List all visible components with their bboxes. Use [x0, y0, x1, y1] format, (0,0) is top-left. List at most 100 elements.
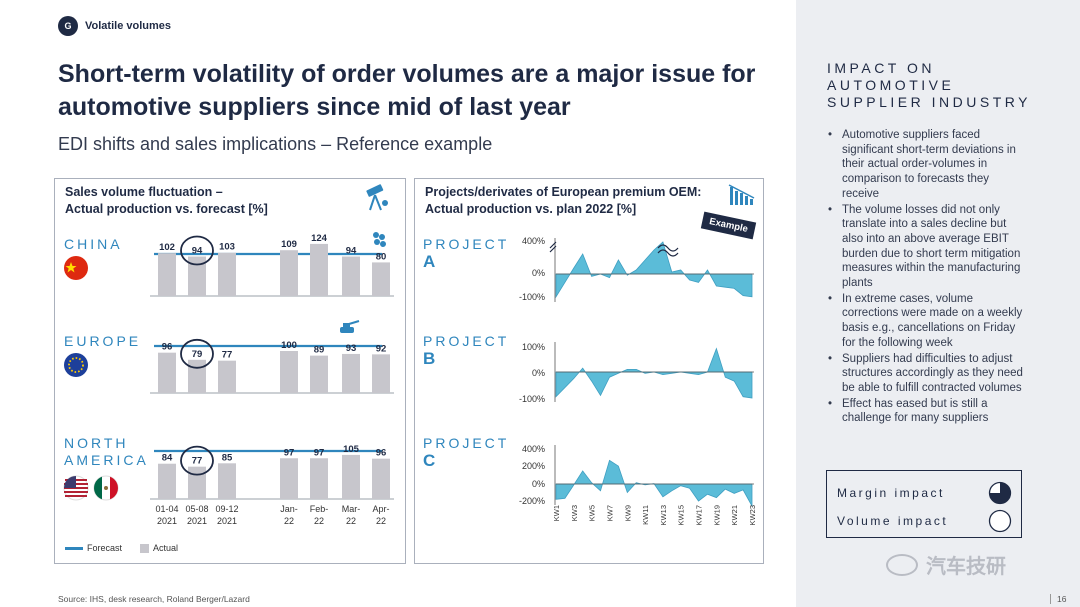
impact-legend-box: Margin impact Volume impact: [826, 470, 1022, 538]
molecule-icon: [373, 232, 386, 247]
x-tick-label: KW19: [712, 505, 721, 525]
china-flag-icon: [64, 256, 88, 280]
bar-value-label: 96: [162, 342, 173, 353]
x-tick-label: 2021: [157, 516, 177, 526]
project-c-letter: C: [423, 451, 436, 470]
bar: [218, 360, 236, 393]
projects-title-line2: Actual production vs. plan 2022 [%]: [425, 202, 637, 216]
bullet-item: Effect has eased but is still a challeng…: [826, 397, 1026, 426]
axis-break-mark: [549, 241, 557, 253]
bullet-item: Suppliers had difficulties to adjust str…: [826, 352, 1026, 396]
legend-actual-swatch: [140, 543, 150, 553]
x-tick-label: Feb-: [310, 504, 329, 514]
x-tick-label: 22: [284, 516, 294, 526]
series-area: [555, 459, 753, 507]
x-tick-label: 05-08: [185, 504, 208, 514]
area-chart-marks: KW1 KW3 KW5 KW7 KW9 KW11 KW13 KW15 KW17 KW19 KW21 K…: [549, 238, 757, 525]
legend-forecast-label: Forecast: [87, 543, 123, 553]
source-note: Source: IHS, desk research, Roland Berge…: [58, 594, 250, 604]
bar: [218, 252, 236, 296]
bar-value-label: 79: [192, 349, 203, 360]
bar-value-label: 100: [281, 340, 297, 351]
bar-value-label: 97: [314, 447, 325, 458]
project-a-ytick: 400%: [521, 236, 545, 246]
bar: [158, 352, 176, 393]
project-c-ytick: -200%: [518, 496, 545, 506]
bar: [342, 454, 360, 499]
project-b-word: PROJECT: [423, 333, 510, 349]
x-tick-label: Mar-: [342, 504, 361, 514]
main-content: G Volatile volumes Short-term volatility…: [54, 16, 764, 604]
project-b-ytick: 0%: [531, 368, 545, 378]
x-tick-label: 22: [314, 516, 324, 526]
x-tick-label: KW21: [730, 505, 739, 525]
volume-impact-harvey-ball-icon: [988, 509, 1012, 533]
sidebar-heading-line: AUTOMOTIVE: [827, 77, 955, 93]
region-label-europe-text: EUROPE: [64, 333, 142, 349]
section-tag-text: Volatile volumes: [85, 20, 171, 32]
bar-value-label: 96: [376, 448, 387, 459]
sidebar-heading-line: SUPPLIER INDUSTRY: [827, 94, 1031, 110]
bar-value-label: 109: [281, 239, 297, 250]
project-c-label: PROJECT C: [423, 435, 509, 469]
region-label-europe: EUROPE: [64, 333, 141, 350]
bar-value-label: 80: [376, 251, 387, 262]
series-area: [555, 347, 753, 399]
highlight-circle: [180, 235, 214, 266]
bullet-item: In extreme cases, volume corrections wer…: [826, 292, 1026, 351]
project-b-ytick: -100%: [518, 394, 545, 404]
project-a-word: PROJECT: [423, 236, 510, 252]
sidebar-heading-line: IMPACT ON: [827, 60, 935, 76]
bar: [372, 354, 390, 393]
bar: [280, 458, 298, 499]
projects-area-chart: KW1 KW3 KW5 KW7 KW9 KW11 KW13 KW15 KW17 KW19 KW21 K…: [549, 238, 757, 525]
project-c-ytick: 200%: [521, 461, 545, 471]
region-label-china-text: CHINA: [64, 236, 123, 252]
project-b-label: PROJECT B: [423, 333, 509, 367]
x-tick-label: KW9: [623, 505, 632, 521]
project-a-ytick: -100%: [518, 292, 545, 302]
bar-value-label: 103: [219, 242, 235, 253]
sales-legend: Forecast Actual: [65, 543, 178, 553]
bar-value-label: 85: [222, 452, 233, 463]
bar-value-label: 94: [346, 246, 357, 257]
bar: [188, 466, 206, 499]
x-tick-label: KW11: [641, 505, 650, 525]
legend-actual-label: Actual: [153, 543, 179, 553]
bar-value-label: 77: [222, 350, 233, 361]
project-c-ytick: 0%: [531, 479, 545, 489]
watermark-text: 汽车技研: [926, 556, 1006, 578]
x-tick-label: 01-04: [155, 504, 178, 514]
bar: [372, 262, 390, 296]
project-a-label: PROJECT A: [423, 236, 509, 270]
project-c-ytick: 400%: [521, 444, 545, 454]
sales-fluctuation-panel: Sales volume fluctuation – Actual produc…: [54, 178, 406, 564]
bar: [280, 250, 298, 296]
page-number: 16: [1050, 594, 1066, 604]
bar: [310, 243, 328, 296]
section-tag: G Volatile volumes: [58, 16, 171, 36]
sales-fluctuation-title: Sales volume fluctuation – Actual produc…: [65, 184, 268, 218]
projects-title-line1: Projects/derivates of European premium O…: [425, 185, 702, 199]
sidebar-heading: IMPACT ON AUTOMOTIVE SUPPLIER INDUSTRY: [827, 60, 1031, 111]
bar-value-label: 124: [311, 233, 328, 244]
x-tick-label: 2021: [217, 516, 237, 526]
value-break-mark: [657, 244, 679, 257]
bar: [372, 458, 390, 499]
bar: [310, 458, 328, 499]
impact-bullets: Automotive suppliers faced significant s…: [826, 128, 1026, 427]
bar-value-label: 92: [376, 343, 387, 354]
volume-impact-row: Volume impact: [837, 509, 1012, 533]
highlight-circle: [180, 445, 214, 476]
x-tick-label: 09-12: [215, 504, 238, 514]
series-area: [555, 241, 753, 299]
bar: [158, 463, 176, 499]
x-tick-label: KW15: [677, 505, 686, 525]
bar: [342, 353, 360, 393]
sales-fluctuation-chart: 102 94 103 109 124 94 80 96 79 77 100 89 93 92 84 77 85 9…: [63, 232, 394, 526]
x-tick-label: KW17: [695, 505, 704, 525]
page-title: Short-term volatility of order volumes a…: [58, 60, 756, 121]
wechat-icon: [886, 553, 918, 576]
bullet-item: Automotive suppliers faced significant s…: [826, 128, 1026, 202]
bullet-item: The volume losses did not only translate…: [826, 203, 1026, 291]
